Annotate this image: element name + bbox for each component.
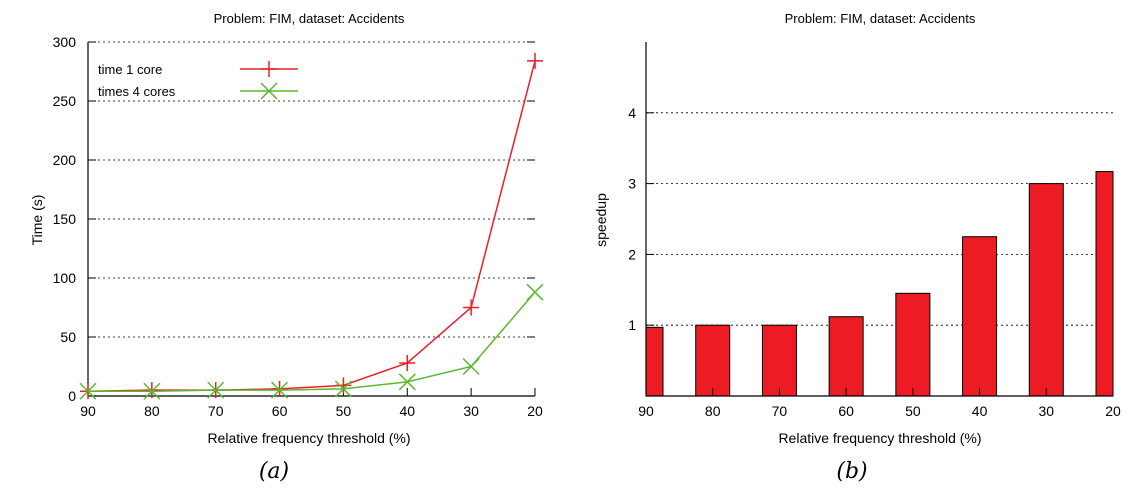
x-tick-label: 20 bbox=[1105, 403, 1121, 419]
series-line bbox=[87, 60, 536, 393]
data-point bbox=[463, 299, 480, 316]
chart-title: Problem: FIM, dataset: Accidents bbox=[785, 11, 976, 26]
figure-caption: (a) bbox=[259, 459, 289, 484]
x-tick-label: 80 bbox=[705, 403, 721, 419]
data-point bbox=[527, 52, 543, 69]
x-tick-label: 50 bbox=[905, 403, 921, 419]
x-tick-label: 20 bbox=[527, 403, 543, 419]
legend-label: times 4 cores bbox=[98, 84, 176, 99]
bar bbox=[761, 324, 797, 397]
x-tick-label: 40 bbox=[972, 403, 988, 419]
x-tick-label: 70 bbox=[208, 403, 224, 419]
x-tick-label: 30 bbox=[463, 403, 479, 419]
speedup-chart: Problem: FIM, dataset: Accidents Relativ… bbox=[593, 11, 1121, 484]
x-tick-label: 80 bbox=[144, 403, 160, 419]
legend-marker bbox=[261, 61, 277, 77]
x-tick-label: 60 bbox=[272, 403, 288, 419]
bar bbox=[695, 324, 731, 397]
bar bbox=[1028, 183, 1064, 397]
legend-marker bbox=[260, 82, 278, 100]
y-tick-label: 0 bbox=[68, 388, 76, 404]
data-point bbox=[271, 381, 289, 399]
y-tick-label: 50 bbox=[60, 329, 76, 345]
x-tick-label: 40 bbox=[399, 403, 415, 419]
data-point bbox=[271, 380, 288, 397]
bar bbox=[828, 316, 864, 397]
data-point bbox=[526, 283, 544, 301]
x-tick-label: 90 bbox=[638, 403, 654, 419]
chart-title: Problem: FIM, dataset: Accidents bbox=[214, 11, 405, 26]
figure-caption: (b) bbox=[836, 459, 867, 484]
bar bbox=[1095, 171, 1114, 397]
data-point bbox=[334, 380, 352, 398]
x-tick-label: 70 bbox=[772, 403, 788, 419]
x-tick-label: 90 bbox=[80, 403, 96, 419]
data-point bbox=[79, 382, 97, 400]
y-tick-label: 300 bbox=[53, 34, 77, 50]
data-point bbox=[143, 382, 160, 399]
x-axis-label: Relative frequency threshold (%) bbox=[207, 430, 410, 446]
series-line bbox=[88, 291, 536, 393]
y-tick-label: 250 bbox=[53, 93, 77, 109]
data-point bbox=[143, 382, 161, 400]
bar bbox=[645, 326, 664, 397]
y-tick-label: 100 bbox=[53, 270, 77, 286]
bar bbox=[962, 236, 998, 397]
x-tick-label: 60 bbox=[838, 403, 854, 419]
y-axis-label: speedup bbox=[593, 193, 609, 247]
legend-label: time 1 core bbox=[98, 62, 162, 77]
bar bbox=[895, 292, 931, 397]
data-point bbox=[462, 357, 480, 376]
y-tick-label: 1 bbox=[628, 317, 636, 333]
y-tick-label: 150 bbox=[53, 211, 77, 227]
data-point bbox=[335, 377, 352, 394]
data-point bbox=[207, 381, 225, 399]
y-tick-label: 2 bbox=[628, 246, 636, 262]
x-tick-label: 30 bbox=[1038, 403, 1054, 419]
data-point bbox=[399, 354, 416, 371]
x-axis-label: Relative frequency threshold (%) bbox=[778, 430, 981, 446]
y-tick-label: 4 bbox=[628, 105, 636, 121]
time-chart: Problem: FIM, dataset: Accidents Relativ… bbox=[29, 11, 544, 484]
y-axis-label: Time (s) bbox=[29, 195, 45, 246]
y-tick-label: 3 bbox=[628, 176, 636, 192]
data-point bbox=[398, 373, 416, 391]
y-tick-label: 200 bbox=[53, 152, 77, 168]
x-tick-label: 50 bbox=[336, 403, 352, 419]
